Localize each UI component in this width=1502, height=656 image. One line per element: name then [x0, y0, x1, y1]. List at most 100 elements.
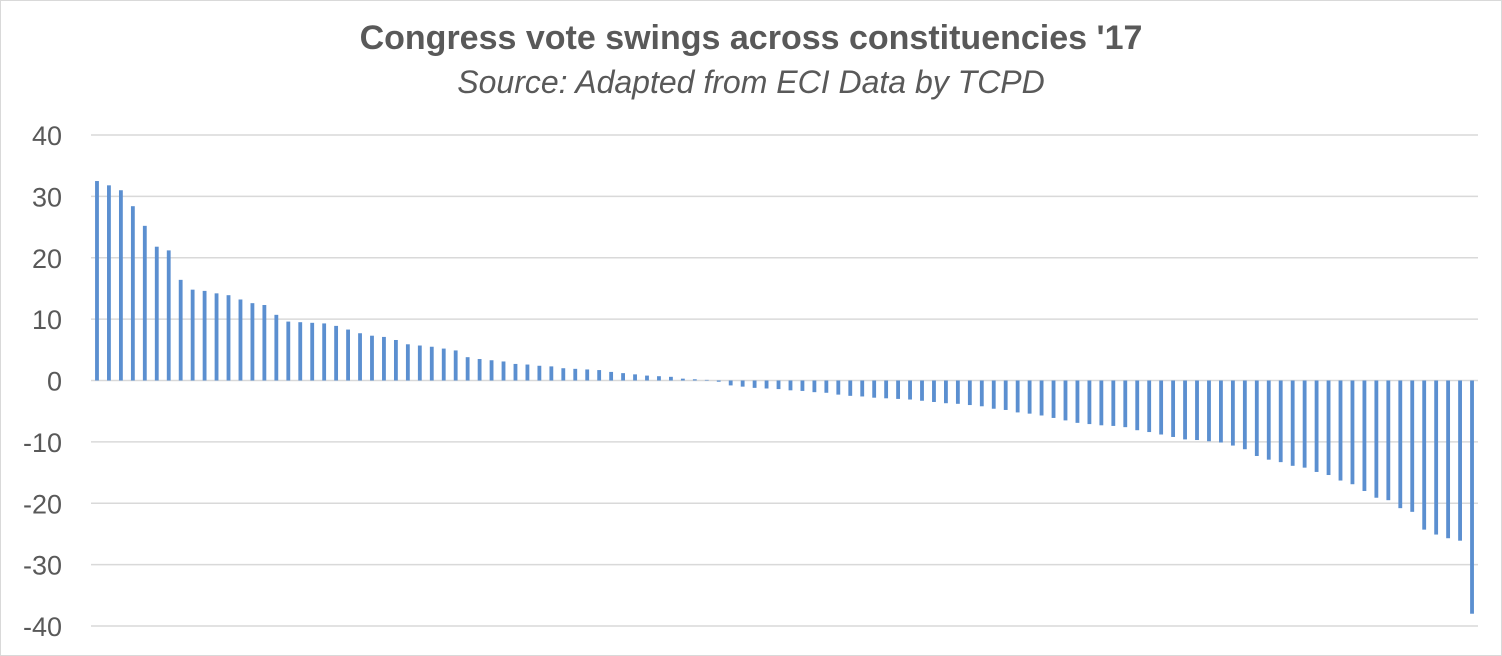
bar: [441, 348, 446, 381]
bar: [657, 376, 661, 381]
bar: [1087, 380, 1092, 425]
bar: [1470, 380, 1474, 614]
bar: [513, 363, 518, 381]
bar: [1434, 380, 1439, 535]
bar: [1338, 380, 1343, 481]
bar: [501, 361, 506, 381]
y-tick-label: -10: [23, 428, 62, 458]
bar: [154, 246, 159, 381]
bar: [932, 380, 936, 402]
bar: [537, 365, 542, 381]
bar: [525, 364, 530, 381]
bar: [609, 371, 614, 381]
bar: [1051, 380, 1056, 418]
bar: [262, 305, 267, 381]
bar: [142, 225, 147, 381]
bar: [166, 250, 171, 381]
bar: [1230, 380, 1235, 446]
bar: [1147, 380, 1152, 433]
bar: [836, 380, 841, 395]
bar: [908, 380, 912, 400]
bar: [955, 380, 960, 404]
bar: [716, 380, 721, 382]
bar: [669, 376, 673, 381]
bar: [752, 380, 757, 388]
y-tick-label: 40: [32, 121, 62, 151]
bar: [872, 380, 877, 398]
bar: [896, 380, 901, 399]
bar: [704, 379, 709, 381]
bar: [1207, 380, 1211, 442]
chart-subtitle: Source: Adapted from ECI Data by TCPD: [457, 64, 1045, 100]
bar: [1003, 380, 1008, 410]
bar: [286, 321, 291, 381]
bar: [1123, 380, 1128, 428]
bar: [358, 333, 362, 381]
y-tick-label: 0: [47, 367, 62, 397]
bar: [561, 368, 566, 381]
bar: [1290, 380, 1295, 466]
bar: [549, 366, 554, 381]
bar: [118, 190, 123, 381]
bar: [1422, 380, 1427, 530]
bar: [1135, 380, 1140, 431]
bar: [322, 323, 327, 381]
bar: [848, 380, 853, 396]
bar: [1219, 380, 1223, 443]
bar: [800, 380, 805, 391]
chart-title: Congress vote swings across constituenci…: [359, 19, 1143, 57]
bar: [573, 368, 578, 381]
y-tick-label: 30: [32, 182, 62, 212]
bar: [1254, 380, 1259, 456]
y-tick-label: -30: [23, 551, 62, 581]
bar: [1314, 380, 1319, 472]
bar: [202, 290, 207, 381]
bar: [1063, 380, 1068, 421]
bar: [776, 380, 781, 390]
bar: [274, 314, 279, 381]
bar: [95, 181, 99, 381]
bar: [680, 378, 685, 381]
bar: [1278, 380, 1283, 463]
bar: [740, 380, 745, 387]
bar: [633, 374, 637, 381]
bar: [812, 380, 817, 393]
bar: [298, 322, 303, 381]
bar: [310, 322, 315, 381]
bar: [884, 380, 889, 399]
y-tick-label: 10: [32, 305, 62, 335]
bar: [1350, 380, 1355, 485]
y-tick-label: -20: [23, 489, 62, 519]
bar: [979, 380, 984, 407]
bar: [393, 339, 398, 381]
bar: [1242, 380, 1247, 450]
bar: [1362, 380, 1367, 491]
bar: [214, 293, 219, 381]
bar: [860, 380, 865, 397]
bar: [1326, 380, 1331, 476]
bar: [967, 380, 972, 406]
bar: [1075, 380, 1080, 423]
bar: [250, 303, 255, 381]
bar: [1195, 380, 1199, 441]
bar: [1099, 380, 1104, 426]
bar: [370, 335, 374, 381]
bar: [621, 373, 625, 381]
bar: [1111, 380, 1116, 426]
bar: [991, 380, 996, 409]
bar: [1027, 380, 1032, 414]
gridlines: [91, 134, 1478, 627]
bar: [1159, 380, 1164, 435]
bar: [645, 375, 649, 381]
bar: [238, 299, 243, 381]
bar: [178, 279, 183, 381]
bar: [1446, 380, 1451, 539]
bar: [728, 380, 733, 386]
bar: [465, 357, 470, 381]
bar: [107, 185, 111, 381]
y-axis-ticks: 40 30 20 10 0 -10 -20 -30 -40: [23, 121, 62, 642]
bar: [1398, 380, 1403, 509]
bar: [190, 289, 195, 381]
